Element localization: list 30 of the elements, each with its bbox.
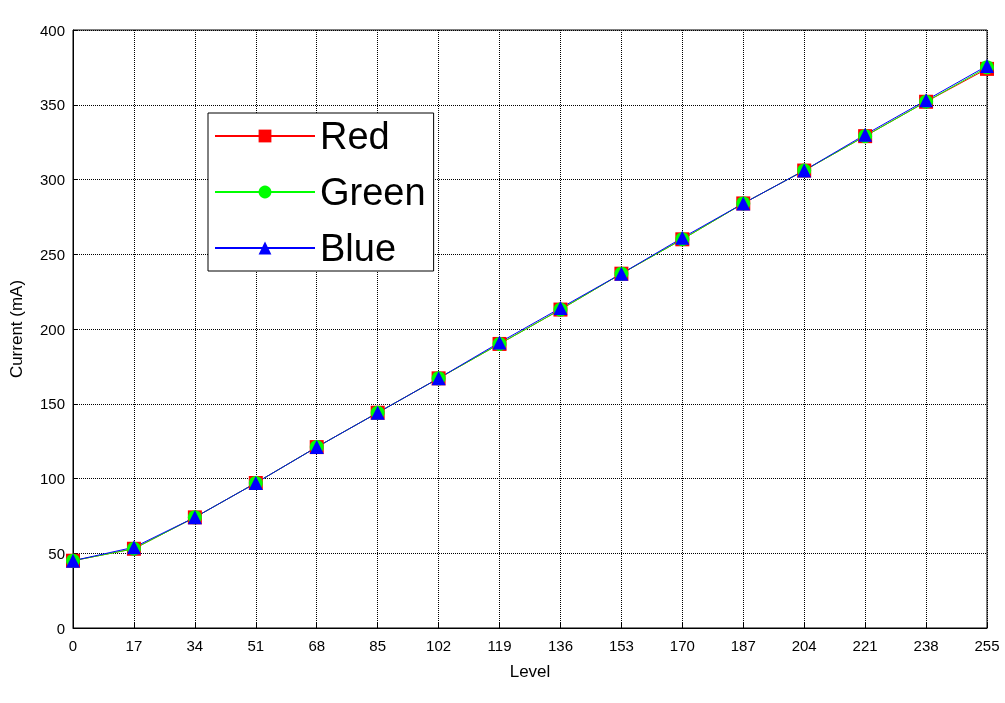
x-tick-label: 221 <box>852 637 878 654</box>
y-tick-label: 350 <box>39 96 65 114</box>
y-tick-label: 300 <box>39 171 65 188</box>
y-axis-title: Current (mA) <box>7 279 26 379</box>
y-tick-label: 250 <box>39 245 65 263</box>
x-axis-title: Level <box>509 662 551 681</box>
x-tick-label: 187 <box>730 637 756 654</box>
legend-label: Blue <box>320 227 397 269</box>
y-tick-label: 50 <box>48 544 65 562</box>
x-tick-label: 238 <box>913 637 939 654</box>
x-tick-label: 119 <box>487 637 512 654</box>
x-tick-label: 0 <box>68 637 78 654</box>
x-tick-label: 102 <box>426 637 452 654</box>
y-tick-label: 150 <box>39 395 65 413</box>
x-tick-label: 136 <box>547 637 573 654</box>
x-tick-label: 17 <box>125 637 143 654</box>
x-tick-label: 153 <box>608 637 634 654</box>
y-tick-label: 100 <box>39 470 65 487</box>
y-tick-label: 200 <box>39 320 65 338</box>
x-tick-label: 204 <box>791 637 817 654</box>
y-tick-label: 400 <box>39 21 65 39</box>
x-tick-label: 255 <box>974 637 1000 654</box>
x-tick-label: 68 <box>308 637 326 654</box>
legend-label: Red <box>320 115 390 157</box>
y-tick-label: 0 <box>56 619 65 637</box>
x-tick-label: 34 <box>186 637 204 654</box>
legend-label: Green <box>320 171 426 213</box>
x-tick-label: 51 <box>247 637 265 654</box>
x-tick-label: 170 <box>669 637 695 654</box>
x-tick-label: 85 <box>369 637 387 654</box>
